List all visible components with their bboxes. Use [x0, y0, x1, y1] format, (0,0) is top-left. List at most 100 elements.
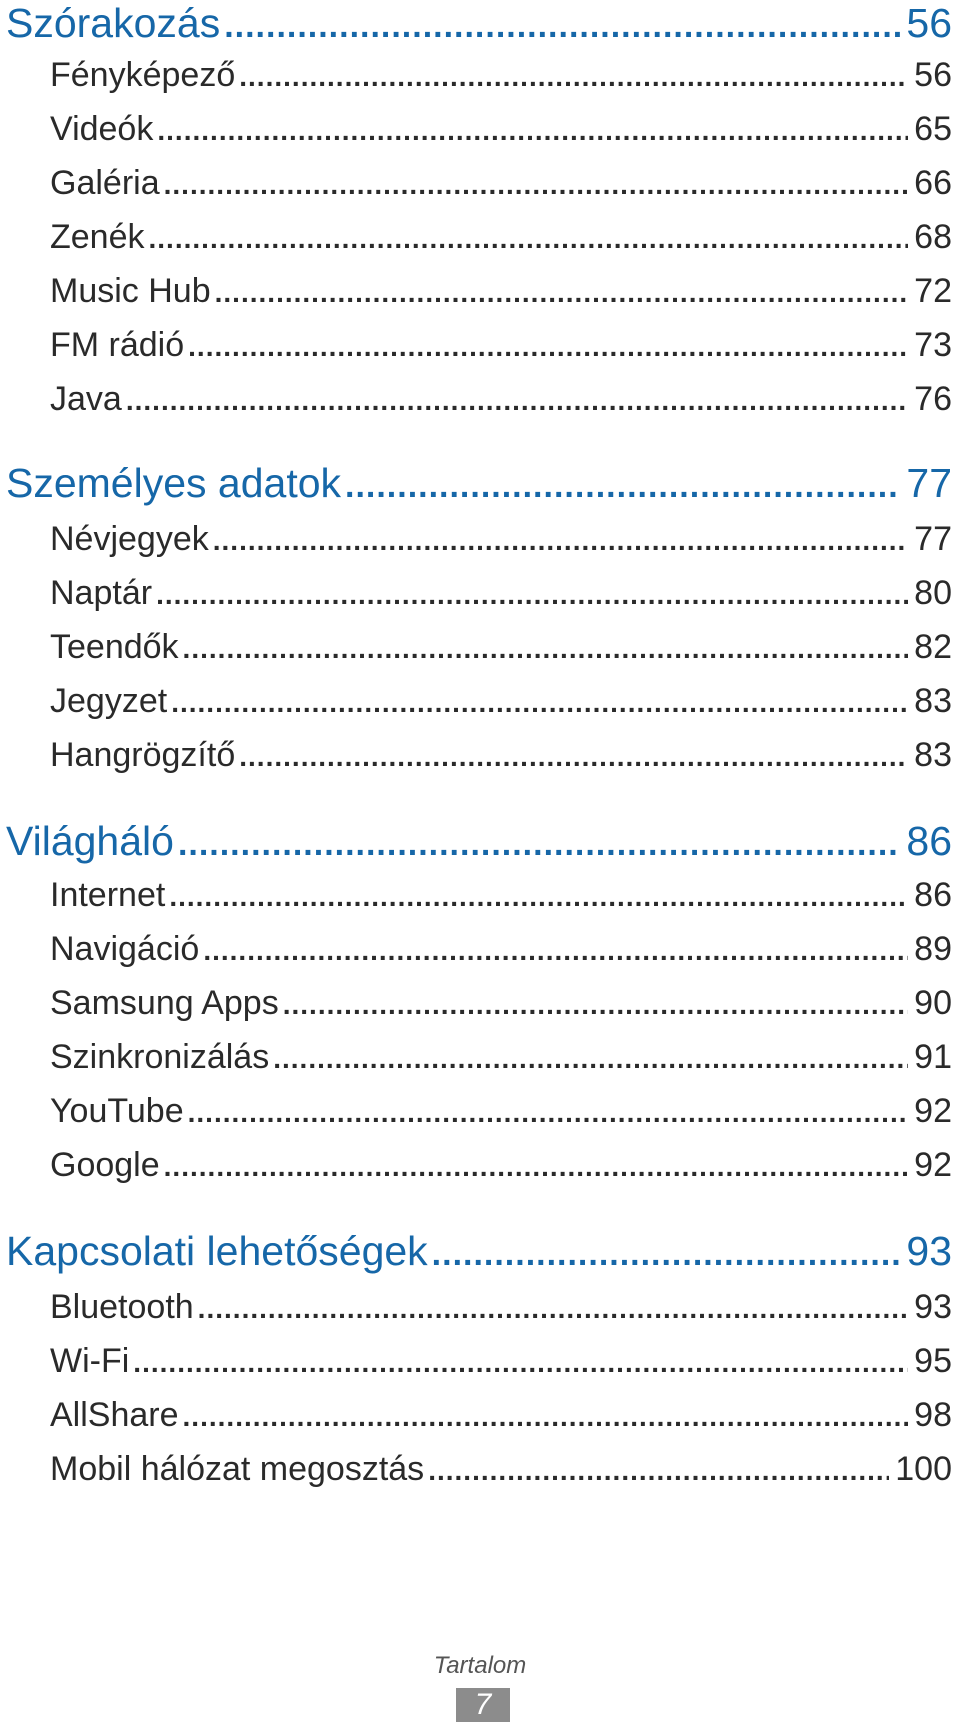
entry-page-number: 73 — [914, 326, 952, 364]
page-number-badge: 7 — [456, 1688, 510, 1722]
entry-title: FM rádió — [50, 326, 185, 364]
toc-section-heading[interactable]: Kapcsolati lehetőségek 93 — [6, 1228, 952, 1278]
entry-page-number: 89 — [914, 930, 952, 968]
toc-entry[interactable]: Zenék 68 — [50, 218, 952, 262]
entry-page-number: 65 — [914, 110, 952, 148]
dot-leader — [215, 277, 909, 309]
toc-entry[interactable]: Music Hub 72 — [50, 272, 952, 316]
toc-entry[interactable]: Mobil hálózat megosztás 100 — [50, 1450, 952, 1494]
dot-leader — [273, 1043, 908, 1075]
entry-title: Jegyzet — [50, 682, 168, 720]
entry-title: Bluetooth — [50, 1288, 194, 1326]
dot-leader — [164, 1151, 909, 1183]
dot-leader — [345, 467, 900, 506]
toc-entry[interactable]: Bluetooth 93 — [50, 1288, 952, 1332]
toc-section-heading[interactable]: Személyes adatok 77 — [6, 460, 952, 510]
dot-leader — [224, 7, 900, 46]
dot-leader — [239, 61, 908, 93]
entry-page-number: 92 — [914, 1092, 952, 1130]
dot-leader — [283, 989, 908, 1021]
dot-leader — [213, 525, 908, 557]
toc-entry[interactable]: Java 76 — [50, 380, 952, 424]
entry-page-number: 83 — [914, 736, 952, 774]
entry-title: Galéria — [50, 164, 160, 202]
toc-entry[interactable]: Teendők 82 — [50, 628, 952, 672]
entry-title: Névjegyek — [50, 520, 209, 558]
entry-title: Samsung Apps — [50, 984, 279, 1022]
section-title: Világháló — [6, 818, 174, 864]
dot-leader — [203, 935, 908, 967]
entry-page-number: 90 — [914, 984, 952, 1022]
toc-entry[interactable]: YouTube 92 — [50, 1092, 952, 1136]
dot-leader — [171, 687, 908, 719]
dot-leader — [149, 223, 909, 255]
dot-leader — [188, 331, 908, 363]
dot-leader — [133, 1347, 908, 1379]
dot-leader — [169, 881, 908, 913]
entry-page-number: 77 — [914, 520, 952, 558]
toc-entry[interactable]: Naptár 80 — [50, 574, 952, 618]
toc-entry[interactable]: AllShare 98 — [50, 1396, 952, 1440]
entry-title: Music Hub — [50, 272, 211, 310]
entry-title: Videók — [50, 110, 154, 148]
section-title: Szórakozás — [6, 0, 221, 46]
toc-entry[interactable]: Hangrögzítő 83 — [50, 736, 952, 780]
entry-page-number: 95 — [914, 1342, 952, 1380]
entry-page-number: 98 — [914, 1396, 952, 1434]
dot-leader — [188, 1097, 909, 1129]
entry-page-number: 83 — [914, 682, 952, 720]
entry-title: Hangrögzítő — [50, 736, 236, 774]
section-title: Személyes adatok — [6, 460, 342, 506]
toc-entry[interactable]: Navigáció 89 — [50, 930, 952, 974]
entry-title: YouTube — [50, 1092, 184, 1130]
toc-section-heading[interactable]: Világháló 86 — [6, 818, 952, 868]
toc-entry[interactable]: Szinkronizálás 91 — [50, 1038, 952, 1082]
dot-leader — [183, 1401, 909, 1433]
entry-page-number: 100 — [895, 1450, 952, 1488]
entry-title: Zenék — [50, 218, 145, 256]
dot-leader — [157, 115, 908, 147]
entry-title: Szinkronizálás — [50, 1038, 270, 1076]
entry-page-number: 91 — [914, 1038, 952, 1076]
toc-entry[interactable]: Samsung Apps 90 — [50, 984, 952, 1028]
entry-title: AllShare — [50, 1396, 179, 1434]
entry-title: Teendők — [50, 628, 179, 666]
toc-entry[interactable]: Wi-Fi 95 — [50, 1342, 952, 1386]
toc-entry[interactable]: Galéria 66 — [50, 164, 952, 208]
dot-leader — [178, 825, 900, 864]
entry-page-number: 68 — [914, 218, 952, 256]
entry-page-number: 76 — [914, 380, 952, 418]
dot-leader — [198, 1293, 909, 1325]
entry-page-number: 56 — [914, 56, 952, 94]
footer-label: Tartalom — [433, 1652, 527, 1679]
dot-leader — [428, 1455, 889, 1487]
entry-title: Internet — [50, 876, 166, 914]
entry-title: Fényképező — [50, 56, 236, 94]
toc-entry[interactable]: FM rádió 73 — [50, 326, 952, 370]
dot-leader — [239, 741, 908, 773]
toc-section-heading[interactable]: Szórakozás 56 — [6, 0, 952, 50]
toc-entry[interactable]: Jegyzet 83 — [50, 682, 952, 726]
entry-title: Navigáció — [50, 930, 200, 968]
entry-page-number: 86 — [914, 876, 952, 914]
entry-title: Naptár — [50, 574, 153, 612]
toc-entry[interactable]: Google 92 — [50, 1146, 952, 1190]
section-page-number: 56 — [906, 0, 952, 46]
entry-title: Mobil hálózat megosztás — [50, 1450, 425, 1488]
entry-page-number: 92 — [914, 1146, 952, 1184]
entry-page-number: 93 — [914, 1288, 952, 1326]
entry-page-number: 72 — [914, 272, 952, 310]
entry-page-number: 80 — [914, 574, 952, 612]
toc-entry[interactable]: Névjegyek 77 — [50, 520, 952, 564]
dot-leader — [156, 579, 908, 611]
dot-leader — [164, 169, 909, 201]
section-page-number: 93 — [906, 1228, 952, 1274]
dot-leader — [432, 1235, 901, 1274]
entry-page-number: 66 — [914, 164, 952, 202]
toc-entry[interactable]: Videók 65 — [50, 110, 952, 154]
entry-title: Google — [50, 1146, 160, 1184]
toc-entry[interactable]: Internet 86 — [50, 876, 952, 920]
section-title: Kapcsolati lehetőségek — [6, 1228, 428, 1274]
toc-entry[interactable]: Fényképező 56 — [50, 56, 952, 100]
section-page-number: 86 — [906, 818, 952, 864]
